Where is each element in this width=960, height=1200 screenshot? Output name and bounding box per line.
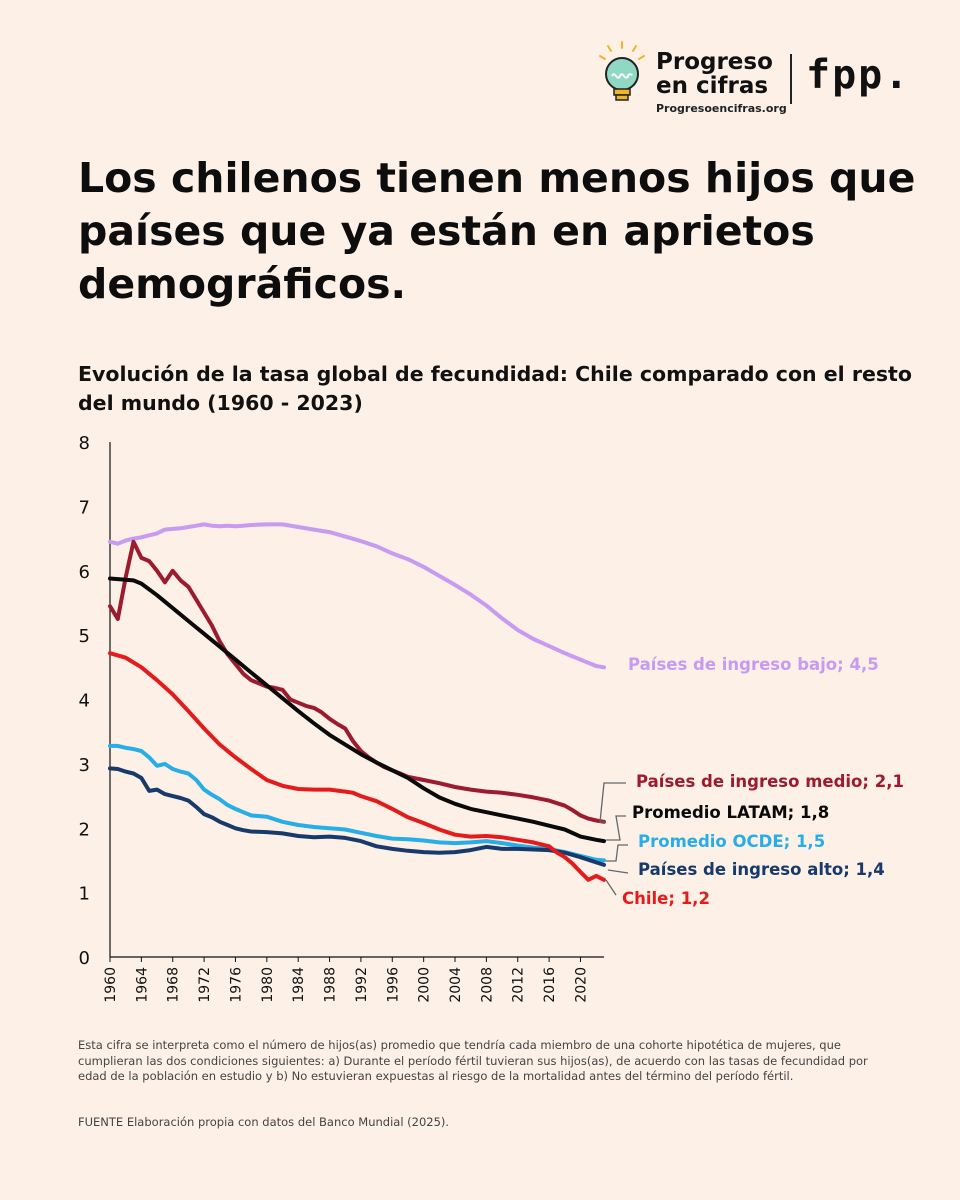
y-tick-label: 3 — [79, 755, 90, 776]
x-tick-label: 1964 — [134, 967, 150, 1003]
x-tick-label: 1960 — [103, 967, 119, 1003]
series-label-alto: Países de ingreso alto; 1,4 — [638, 860, 885, 879]
brand-divider — [790, 54, 792, 104]
x-tick-label: 1988 — [323, 967, 339, 1003]
lightbulb-icon — [599, 41, 645, 101]
series-line-bajo — [108, 522, 606, 670]
x-tick-label: 2012 — [511, 967, 527, 1003]
footnote: Esta cifra se interpreta como el número … — [78, 1038, 868, 1083]
y-tick-label: 8 — [79, 433, 90, 454]
series-label-bajo: Países de ingreso bajo; 4,5 — [628, 655, 879, 674]
series-line-medio — [108, 539, 606, 824]
x-tick-label: 2008 — [479, 967, 495, 1003]
x-tick-label: 1972 — [197, 967, 213, 1003]
series-line-latam — [108, 576, 606, 844]
x-tick-label: 2016 — [542, 967, 558, 1003]
x-tick-label: 2004 — [448, 967, 464, 1003]
x-tick-label: 2020 — [573, 967, 589, 1003]
x-tick-label: 1984 — [291, 967, 307, 1003]
leader-line-ocde — [606, 844, 628, 862]
partner-logo: fpp. — [806, 52, 911, 98]
y-tick-label: 6 — [79, 562, 90, 583]
y-tick-label: 2 — [79, 819, 90, 840]
series-label-ocde: Promedio OCDE; 1,5 — [638, 832, 825, 851]
x-tick-label: 1976 — [228, 967, 244, 1003]
y-tick-label: 7 — [79, 497, 90, 518]
y-tick-label: 0 — [79, 948, 90, 969]
brand-name: Progreso en cifras — [656, 50, 773, 98]
x-tick-label: 1968 — [166, 967, 182, 1003]
x-tick-label: 1996 — [385, 967, 401, 1003]
series-line-ocde — [108, 743, 606, 863]
x-tick-label: 1980 — [260, 967, 276, 1003]
series-label-latam: Promedio LATAM; 1,8 — [632, 803, 829, 822]
y-tick-label: 4 — [79, 691, 90, 712]
leader-line-chile — [605, 879, 617, 896]
source-note: FUENTE Elaboración propia con datos del … — [78, 1115, 450, 1129]
leader-line-alto — [607, 869, 629, 874]
brand-header: Progreso en cifras Progresoencifras.org … — [596, 40, 936, 120]
series-line-chile — [108, 651, 606, 882]
x-tick-label: 1992 — [354, 967, 370, 1003]
x-tick-label: 2000 — [417, 967, 433, 1003]
leader-line-latam — [606, 815, 626, 841]
chart-subtitle: Evolución de la tasa global de fecundida… — [78, 362, 912, 415]
series-label-chile: Chile; 1,2 — [622, 889, 710, 908]
brand-name-line1: Progreso — [656, 49, 773, 75]
y-tick-label: 1 — [79, 884, 90, 905]
brand-url: Progresoencifras.org — [656, 102, 787, 115]
headline: Los chilenos tienen menos hijos que país… — [78, 154, 916, 308]
brand-name-line2: en cifras — [656, 73, 769, 99]
series-label-medio: Países de ingreso medio; 2,1 — [636, 772, 904, 791]
fertility-line-chart: 0 1 2 3 4 5 6 7 8 1960 1964 1968 1972 1976 1980 1984 198… — [79, 433, 904, 1003]
series-line-alto — [108, 766, 606, 867]
leader-line-medio — [599, 782, 626, 823]
y-tick-label: 5 — [79, 626, 90, 647]
